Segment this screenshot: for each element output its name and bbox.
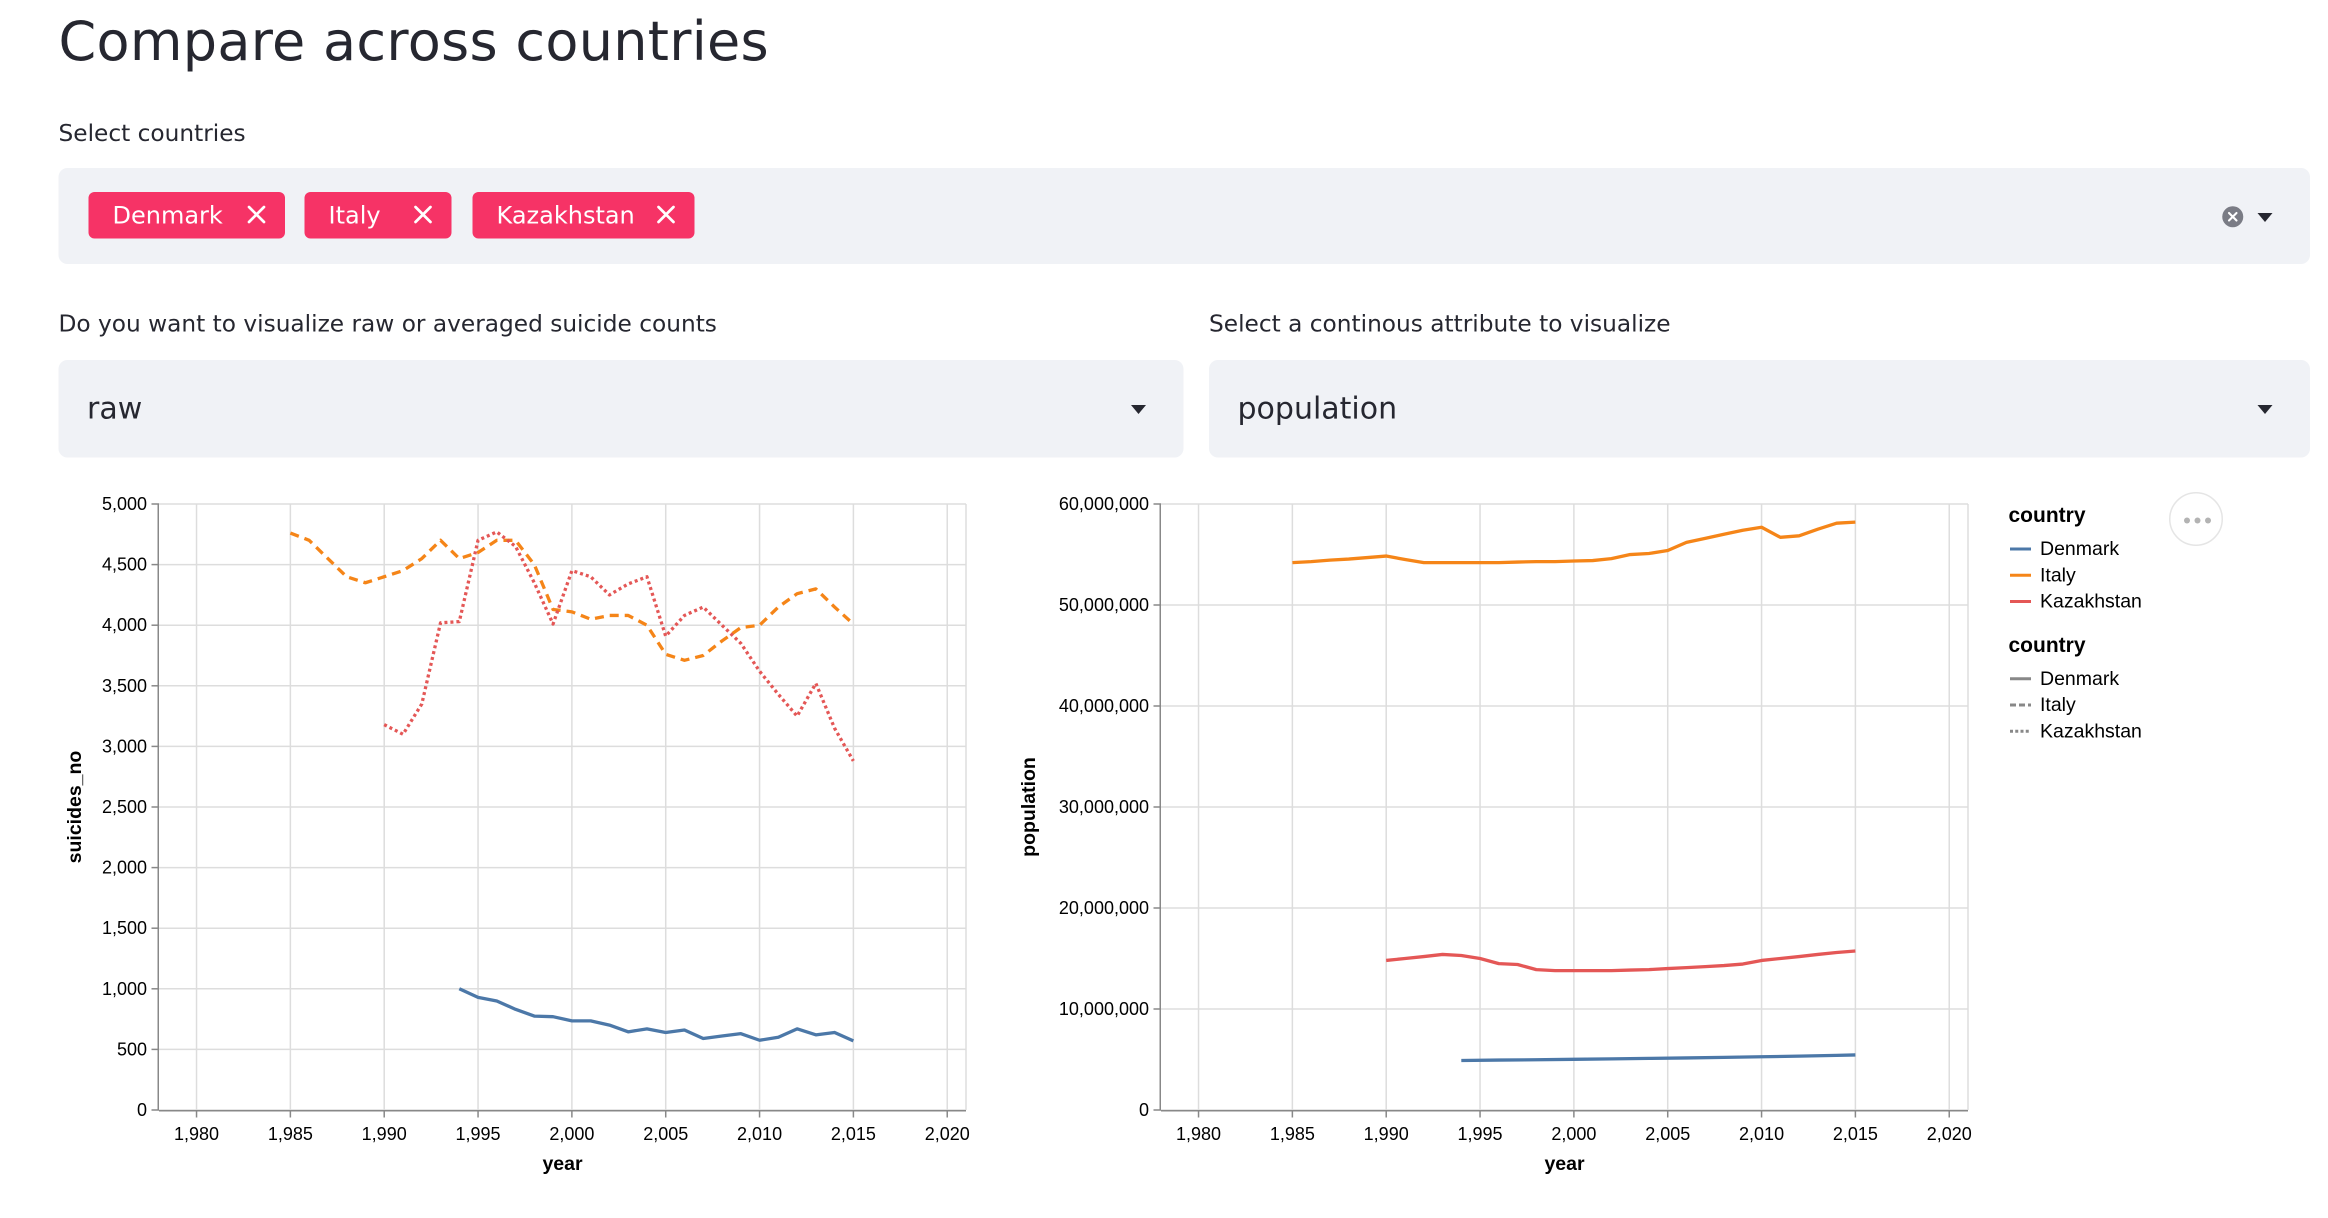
- close-icon[interactable]: [656, 204, 677, 225]
- y-tick-label: 1,500: [102, 918, 147, 938]
- country-multiselect[interactable]: Denmark Italy Kazakhstan: [58, 168, 2310, 264]
- x-tick-label: 2,005: [643, 1124, 688, 1144]
- series-line-italy: [1292, 520, 1856, 565]
- x-tick-label: 1,985: [1270, 1124, 1315, 1144]
- y-tick-label: 5,000: [102, 494, 147, 514]
- country-tag-italy: Italy: [304, 192, 452, 239]
- series-line-denmark: [458, 987, 855, 1043]
- x-tick-label: 1,980: [1176, 1124, 1221, 1144]
- legend-label: Kazakhstan: [2040, 591, 2142, 613]
- y-tick-label: 40,000,000: [1059, 696, 1149, 716]
- x-tick-label: 2,020: [925, 1124, 970, 1144]
- country-tag-label: Italy: [328, 201, 381, 230]
- y-tick-label: 2,500: [102, 797, 147, 817]
- x-axis-title: year: [542, 1153, 583, 1175]
- x-tick-label: 1,995: [1458, 1124, 1503, 1144]
- series-line-denmark: [1461, 1053, 1856, 1063]
- x-tick-label: 1,995: [456, 1124, 501, 1144]
- y-tick-label: 4,000: [102, 615, 147, 635]
- attribute-select[interactable]: population: [1209, 360, 2310, 458]
- caret-down-icon[interactable]: [2257, 405, 2273, 414]
- close-icon[interactable]: [246, 204, 267, 225]
- x-tick-label: 2,010: [737, 1124, 782, 1144]
- mode-select-value: raw: [87, 390, 143, 426]
- mode-select-label: Do you want to visualize raw or averaged…: [58, 310, 717, 338]
- x-tick-label: 1,990: [362, 1124, 407, 1144]
- x-tick-label: 2,010: [1739, 1124, 1784, 1144]
- x-tick-label: 1,980: [174, 1124, 219, 1144]
- legend-label: Kazakhstan: [2040, 720, 2142, 742]
- y-tick-label: 4,500: [102, 555, 147, 575]
- caret-down-icon[interactable]: [1131, 405, 1146, 414]
- y-tick-label: 60,000,000: [1059, 494, 1149, 514]
- country-select-label: Select countries: [58, 120, 246, 147]
- clear-circle-icon[interactable]: [2222, 206, 2245, 229]
- y-tick-label: 3,500: [102, 676, 147, 696]
- legend-label: Denmark: [2040, 538, 2119, 560]
- legend-label: Denmark: [2040, 668, 2119, 690]
- x-tick-label: 2,005: [1645, 1124, 1690, 1144]
- series-line-kazakhstan: [1385, 949, 1856, 973]
- x-tick-label: 2,015: [831, 1124, 876, 1144]
- country-tag-denmark: Denmark: [88, 192, 285, 239]
- more-horizontal-icon[interactable]: [2169, 492, 2223, 546]
- legend-label: Italy: [2040, 564, 2076, 586]
- legend-title: country: [2009, 634, 2086, 657]
- y-axis-title: population: [1018, 757, 1040, 857]
- caret-down-icon[interactable]: [2257, 213, 2273, 222]
- y-tick-label: 10,000,000: [1059, 999, 1149, 1019]
- page-title: Compare across countries: [58, 12, 770, 74]
- series-line-kazakhstan: [383, 530, 855, 762]
- y-tick-label: 50,000,000: [1059, 595, 1149, 615]
- x-tick-label: 2,000: [549, 1124, 594, 1144]
- mode-select[interactable]: raw: [58, 360, 1184, 458]
- y-tick-label: 0: [137, 1100, 147, 1120]
- attribute-select-label: Select a continous attribute to visualiz…: [1209, 310, 1671, 338]
- y-tick-label: 2,000: [102, 858, 147, 878]
- country-tag-kazakhstan: Kazakhstan: [472, 192, 695, 239]
- y-tick-label: 3,000: [102, 736, 147, 756]
- x-tick-label: 1,990: [1364, 1124, 1409, 1144]
- y-tick-label: 30,000,000: [1059, 797, 1149, 817]
- y-tick-label: 20,000,000: [1059, 898, 1149, 918]
- x-tick-label: 2,020: [1927, 1124, 1972, 1144]
- close-icon[interactable]: [413, 204, 434, 225]
- y-tick-label: 0: [1139, 1100, 1149, 1120]
- series-line-italy: [289, 531, 855, 662]
- attribute-select-value: population: [1237, 390, 1398, 426]
- x-axis-title: year: [1544, 1153, 1585, 1175]
- country-tag-label: Kazakhstan: [496, 201, 635, 230]
- x-tick-label: 2,000: [1551, 1124, 1596, 1144]
- y-tick-label: 500: [117, 1039, 147, 1059]
- x-tick-label: 2,015: [1833, 1124, 1878, 1144]
- y-axis-title: suicides_no: [64, 751, 86, 864]
- legend-title: country: [2009, 504, 2086, 527]
- country-tag-label: Denmark: [112, 201, 223, 230]
- legend-label: Italy: [2040, 694, 2076, 716]
- x-tick-label: 1,985: [268, 1124, 313, 1144]
- y-tick-label: 1,000: [102, 979, 147, 999]
